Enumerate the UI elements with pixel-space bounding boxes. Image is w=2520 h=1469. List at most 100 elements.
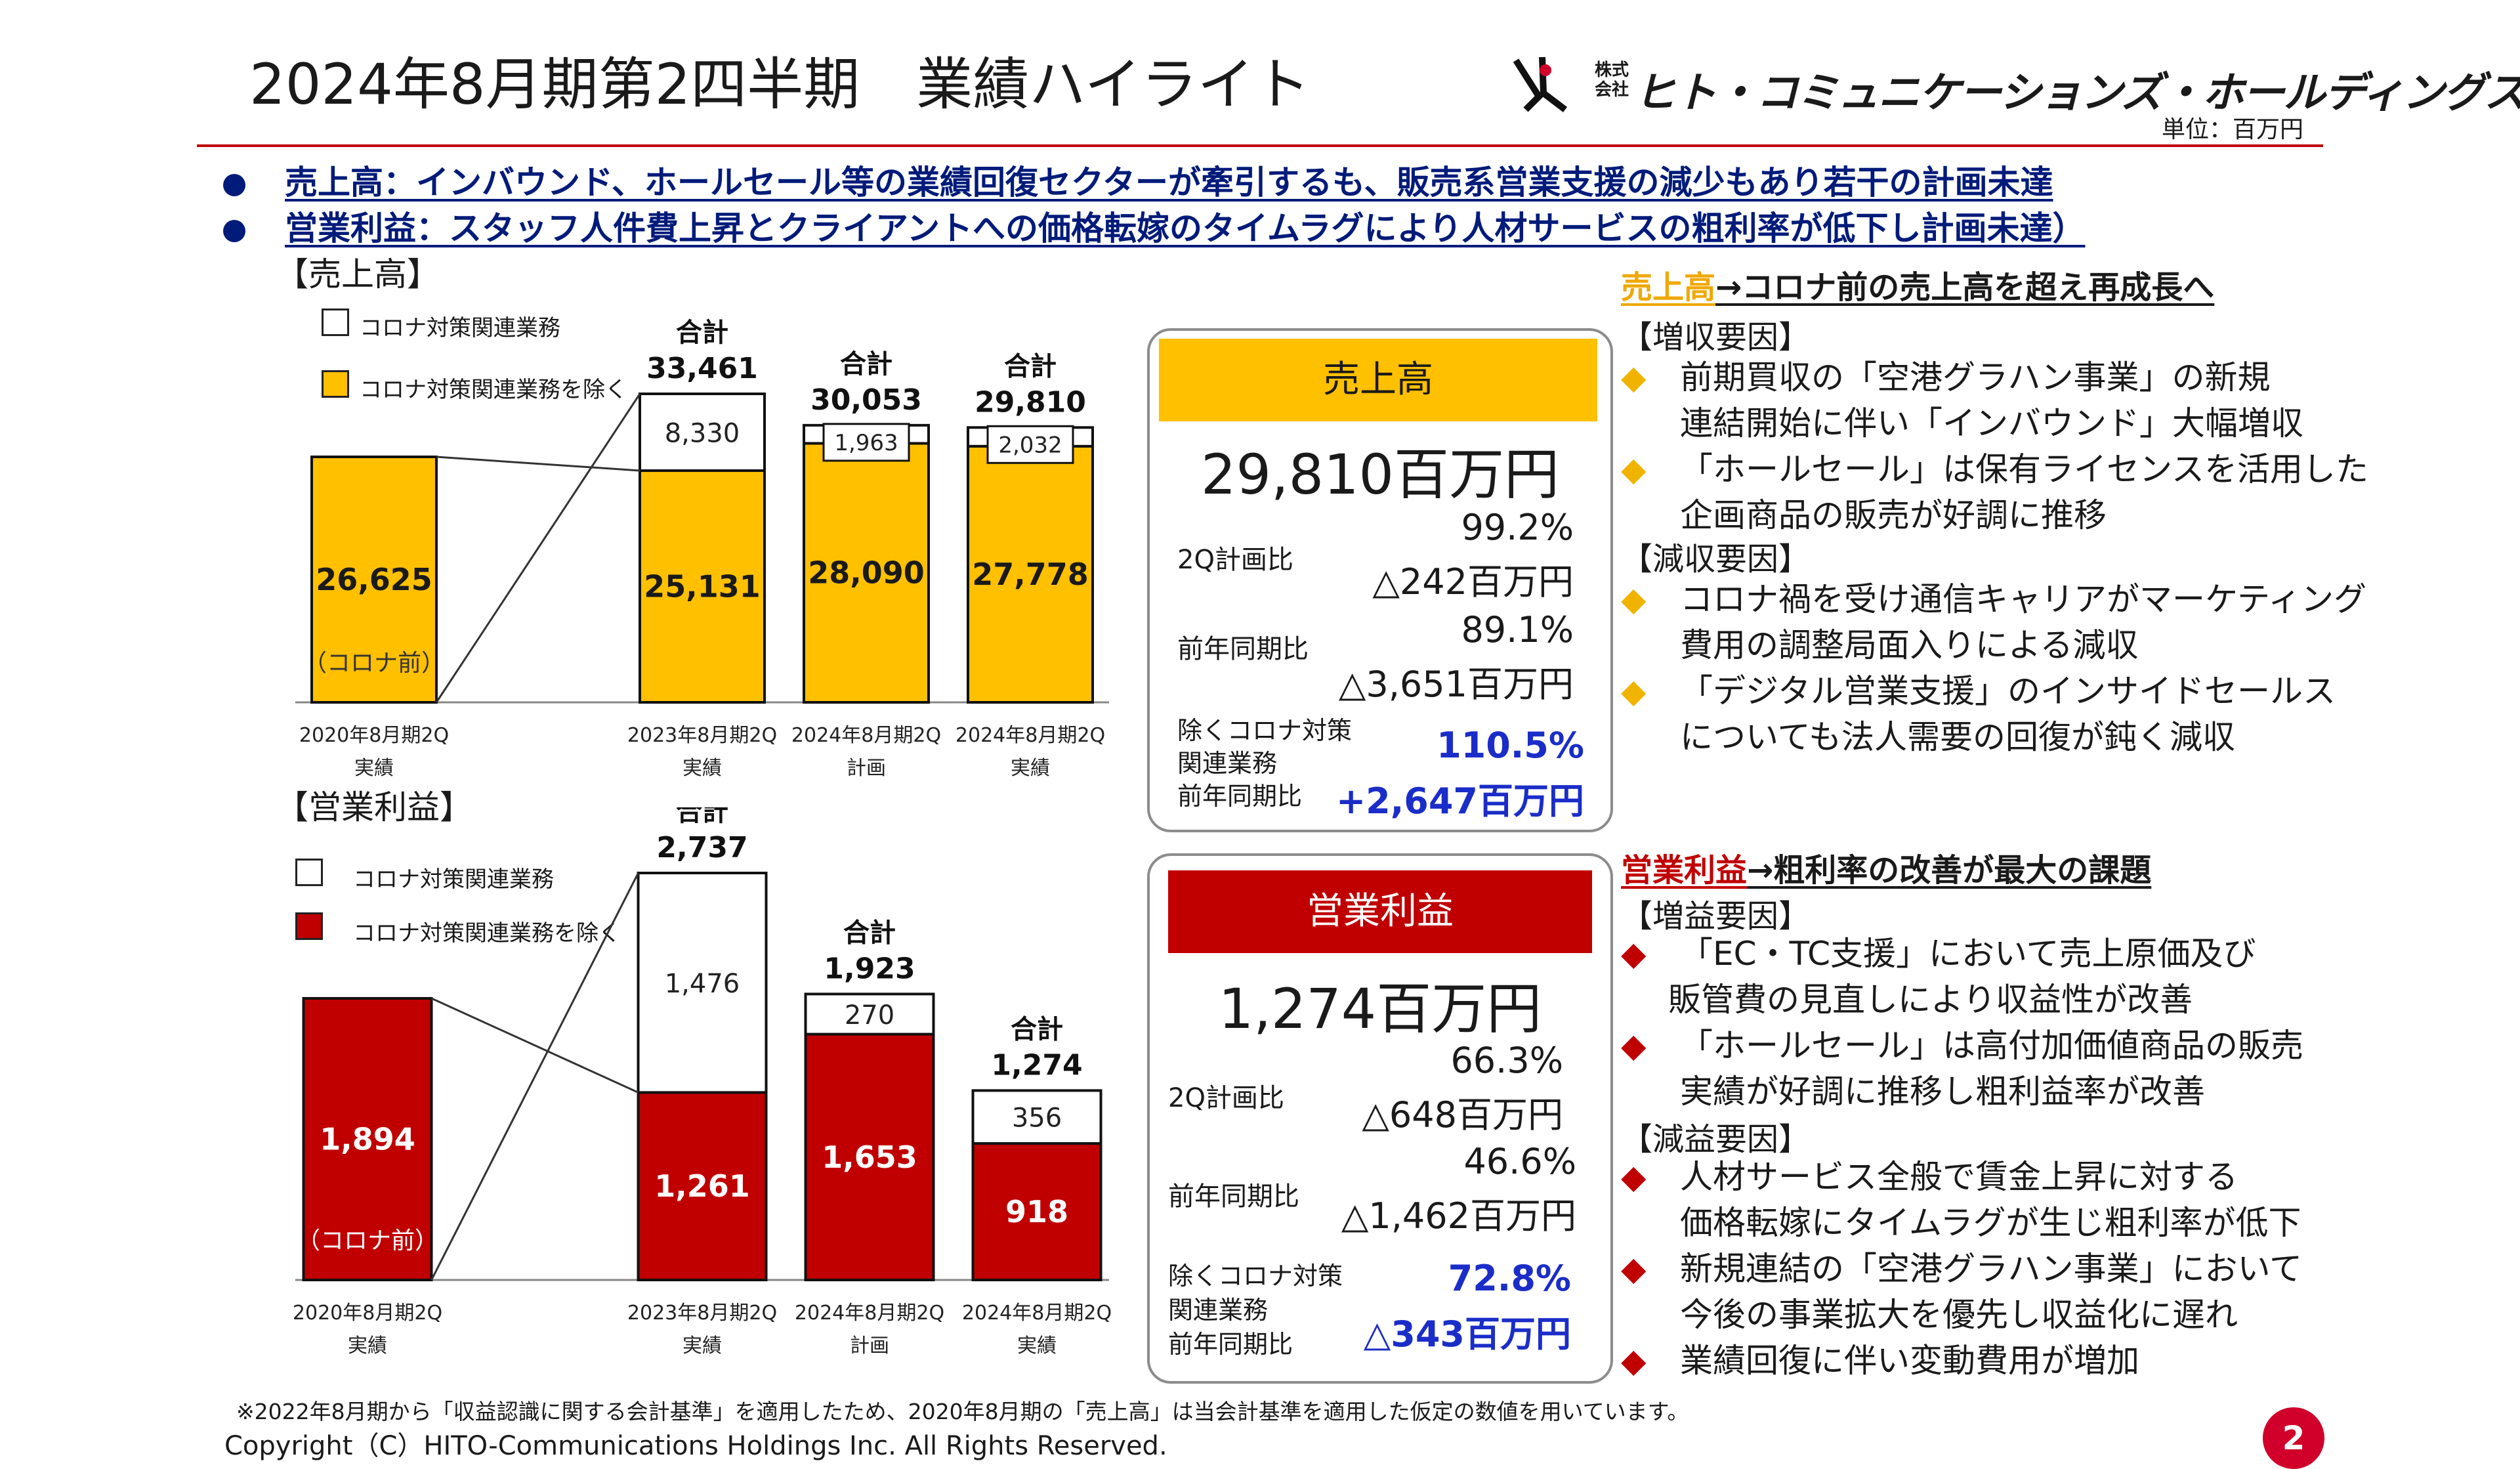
bullet-profit: 営業利益：スタッフ人件費上昇とクライアントへの価格転嫁のタイムラグにより人材サー… (223, 202, 2086, 249)
sales-factors-title: 売上高→コロナ前の売上高を超え再成長へ (1621, 261, 2214, 307)
header-divider (197, 144, 2323, 147)
diamond-bullet-icon: ◆ (1621, 935, 1647, 973)
bar-covid (637, 872, 768, 1094)
bullet-profit-text: 営業利益：スタッフ人件費上昇とクライアントへの価格転嫁のタイムラグにより人材サー… (285, 209, 2086, 247)
profit-chart: 1,894 2020年8月期2Q 実績 1,261 1,476 合計 2,737 2023年8… (293, 807, 1112, 1357)
bar-covid (804, 992, 935, 1036)
bullet-sales-text: 売上高：インバウンド、ホールセール等の業績回復セクターが牽引するも、販売系営業支… (285, 163, 2053, 202)
covid-value-label: 356 (1012, 1103, 1062, 1134)
item-line: 費用の調整局面入りによる減収 (1680, 626, 2139, 664)
kpi-sales-excl-label: 除くコロナ対策 関連業務 前年同期比 (1177, 714, 1352, 813)
kpi-sales-yoy-ratio: 89.1% (1461, 609, 1574, 650)
kpi-profit-plan-diff: △648百万円 (1362, 1094, 1563, 1136)
bar-covid (639, 393, 766, 473)
bar-base (804, 1033, 935, 1281)
covid-value-label: 1,963 (834, 430, 898, 456)
legend-swatch-yellow (322, 370, 349, 398)
bar-base (967, 444, 1094, 704)
kpi-sales-plan-label: 2Q計画比 (1177, 545, 1293, 575)
diamond-bullet-icon: ◆ (1621, 1027, 1647, 1065)
item-line: 連結開始に伴い「インバウンド」大幅増収 (1680, 404, 2303, 442)
page-title: 2024年8月期第2四半期 業績ハイライト (249, 52, 1311, 117)
connector-line (436, 456, 640, 472)
legend-swatch-red (295, 912, 323, 940)
connector-line (430, 872, 639, 1281)
bar-value-label: 918 (1005, 1194, 1068, 1229)
total-caption-label: 合計 (676, 807, 728, 827)
sales-chart-title: 【売上高】 (276, 255, 440, 293)
list-item: ◆ 前期買収の「空港グラハン事業」の新規 (1621, 354, 2368, 400)
label-line: 除くコロナ対策 (1177, 716, 1353, 745)
profit-increase-list: ◆ 「EC・TC支援」において売上原価及び 販管費の見直しにより収益性が改善 ◆ 「… (1621, 931, 2303, 1115)
kpi-profit-header: 営業利益 (1168, 870, 1592, 953)
connector-line (430, 997, 639, 1094)
covid-value-label: 8,330 (665, 419, 740, 449)
kpi-profit-total: 1,274百万円 (1218, 977, 1542, 1041)
bar-value-label: 26,625 (316, 562, 432, 597)
bar-base (302, 996, 433, 1281)
item-line: 実績が好調に推移し粗利益率が改善 (1680, 1073, 2205, 1111)
x-tick-label: 実績 (1017, 1334, 1057, 1357)
kpi-profit-plan-label: 2Q計画比 (1168, 1083, 1284, 1113)
unit-label: 単位：百万円 (2161, 116, 2303, 143)
x-tick-label: 2023年8月期2Q (627, 724, 777, 747)
kpi-profit-yoy-diff: △1,462百万円 (1341, 1195, 1576, 1237)
bar-value-label: 25,131 (644, 569, 761, 605)
bar-value-label: 27,778 (972, 557, 1089, 592)
kpi-sales-excl-ratio: 110.5% (1437, 725, 1584, 766)
pre-covid-note: （コロナ前） (297, 1227, 438, 1254)
bullet-sales: 売上高：インバウンド、ホールセール等の業績回復セクターが牽引するも、販売系営業支… (223, 156, 2053, 203)
logo-company-name: ヒト・コミュニケーションズ・ホールディングス (1634, 69, 2520, 117)
diamond-bullet-icon: ◆ (1621, 358, 1647, 396)
profit-increase-heading: 【増益要因】 (1621, 898, 1811, 935)
kpi-sales-panel: 売上高 29,810百万円 2Q計画比 99.2% △242百万円 前年同期比 … (1147, 328, 1613, 832)
total-value-label: 2,737 (656, 831, 747, 864)
bar-base (639, 469, 766, 704)
kpi-sales-yoy-diff: △3,651百万円 (1338, 664, 1574, 705)
copyright: Copyright（C）HITO-Communications Holdings… (224, 1431, 1167, 1461)
x-tick-label: 実績 (682, 757, 722, 780)
item-line: 「ホールセール」は保有ライセンスを活用した (1680, 450, 2368, 488)
label-line: 前年同期比 (1177, 782, 1303, 811)
kpi-sales-plan-ratio: 99.2% (1461, 507, 1574, 548)
diamond-bullet-icon: ◆ (1621, 1342, 1647, 1380)
kpi-profit-excl-diff: △343百万円 (1363, 1313, 1571, 1355)
list-item: ◆ 業績回復に伴い変動費用が増加 (1621, 1338, 2302, 1384)
item-line: 業績回復に伴い変動費用が増加 (1680, 1342, 2139, 1380)
item-line: 前期買収の「空港グラハン事業」の新規 (1680, 358, 2271, 396)
bullet-dot-icon (223, 173, 245, 196)
sales-increase-list: ◆ 前期買収の「空港グラハン事業」の新規 連結開始に伴い「インバウンド」大幅増収 … (1621, 354, 2368, 538)
covid-label-box (822, 423, 910, 462)
total-caption-label: 合計 (840, 349, 892, 379)
diamond-bullet-icon: ◆ (1621, 672, 1647, 710)
footnote: ※2022年8月期から「収益認識に関する会計基準」を適用したため、2020年8月… (236, 1399, 1689, 1424)
x-tick-label: 2024年8月期2Q (795, 1302, 944, 1325)
bar-value-label: 1,894 (320, 1121, 415, 1157)
sales-decrease-list: ◆ コロナ禍を受け通信キャリアがマーケティング 費用の調整局面入りによる減収 ◆ 「… (1621, 576, 2366, 760)
item-line: 企画商品の販売が好調に推移 (1680, 496, 2107, 534)
x-tick-label: 2024年8月期2Q (791, 724, 941, 747)
item-line: 「デジタル営業支援」のインサイドセールス (1680, 672, 2336, 710)
kpi-sales-plan-diff: △242百万円 (1372, 561, 1574, 603)
kpi-profit-excl-ratio: 72.8% (1448, 1258, 1571, 1299)
kpi-sales-header: 売上高 (1159, 339, 1597, 421)
x-tick-label: 実績 (354, 757, 394, 780)
bar-value-label: 1,261 (654, 1168, 750, 1204)
legend-label: コロナ対策関連業務 (360, 315, 560, 341)
legend-label: コロナ対策関連業務を除く (360, 377, 627, 403)
total-value-label: 1,923 (824, 952, 915, 985)
list-item: ◆ コロナ禍を受け通信キャリアがマーケティング (1621, 576, 2366, 622)
total-value-label: 1,274 (991, 1048, 1082, 1082)
item-line: についても法人需要の回復が鈍く減収 (1680, 718, 2235, 756)
logo-mark-icon (1504, 49, 1580, 118)
sales-decrease-heading: 【減収要因】 (1621, 541, 1811, 578)
diamond-bullet-icon: ◆ (1621, 1250, 1647, 1288)
bar-base (310, 456, 438, 704)
legend-swatch-white (322, 309, 349, 336)
label-line: 関連業務 (1168, 1296, 1269, 1325)
label-line: 除くコロナ対策 (1168, 1262, 1343, 1290)
kpi-profit-excl-label: 除くコロナ対策 関連業務 前年同期比 (1168, 1259, 1343, 1361)
total-value-label: 30,053 (810, 383, 922, 417)
profit-decrease-heading: 【減益要因】 (1621, 1121, 1811, 1158)
kpi-profit-panel: 営業利益 1,274百万円 2Q計画比 66.3% △648百万円 前年同期比 … (1147, 853, 1613, 1384)
